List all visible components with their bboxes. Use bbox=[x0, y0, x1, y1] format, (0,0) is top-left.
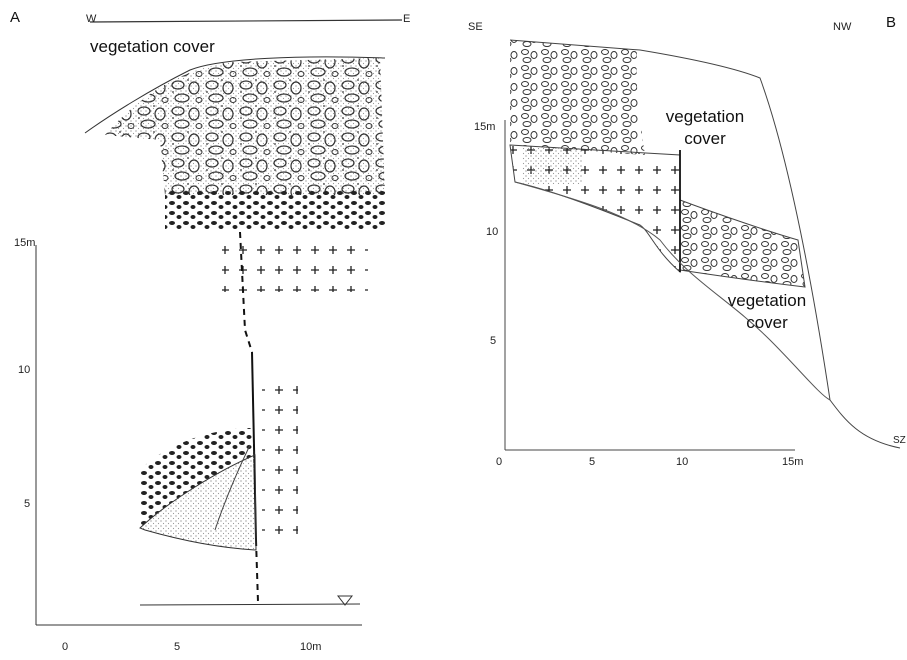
boulder-layer bbox=[105, 58, 385, 195]
marker: SZ bbox=[893, 435, 906, 446]
surface-line bbox=[89, 19, 403, 23]
y-tick-label: 5 bbox=[24, 498, 31, 510]
y-tick-label: 15m bbox=[474, 121, 496, 133]
panel-label: B bbox=[886, 14, 897, 31]
x-tick-label: 15m bbox=[782, 456, 804, 468]
bedrock bbox=[222, 238, 368, 292]
dense-layer bbox=[165, 190, 385, 230]
y-tick-label: 10 bbox=[486, 226, 499, 238]
panel-b bbox=[504, 39, 901, 451]
y-tick-label: 10 bbox=[18, 364, 31, 376]
x-tick-label: 10m bbox=[300, 641, 322, 653]
y-tick-label: 5 bbox=[490, 335, 497, 347]
ground-surface bbox=[509, 39, 901, 449]
annotation: vegetation cover bbox=[90, 37, 215, 56]
annotation: vegetation cover bbox=[727, 291, 807, 332]
x-tick-label: 0 bbox=[496, 456, 503, 468]
direction: E bbox=[403, 13, 411, 25]
upper-gravel bbox=[510, 40, 645, 155]
annotation: vegetation cover bbox=[665, 107, 745, 148]
lens-sand bbox=[139, 454, 257, 551]
direction: NW bbox=[833, 21, 852, 33]
panel-label: A bbox=[10, 9, 21, 26]
direction: SE bbox=[468, 21, 483, 33]
x-tick-label: 5 bbox=[174, 641, 181, 653]
y-tick-label: 15m bbox=[14, 237, 36, 249]
direction: W bbox=[86, 13, 97, 25]
lens-gravel bbox=[140, 428, 255, 528]
x-tick-label: 0 bbox=[62, 641, 69, 653]
x-tick-label: 5 bbox=[589, 456, 596, 468]
x-tick-label: 10 bbox=[676, 456, 689, 468]
middle-gravel bbox=[679, 199, 806, 288]
panel-a bbox=[35, 19, 403, 626]
slope bbox=[84, 56, 386, 134]
